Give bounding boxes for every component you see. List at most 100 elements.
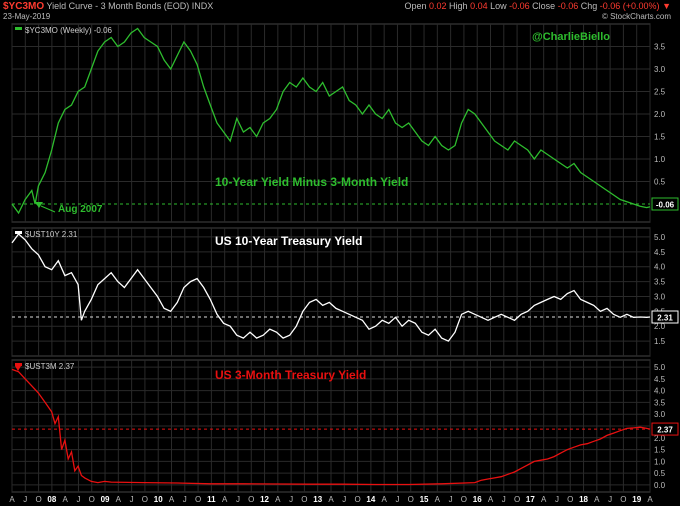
- x-month-label: O: [408, 495, 414, 504]
- x-year-label: 10: [154, 495, 163, 504]
- x-year-label: 12: [260, 495, 269, 504]
- x-month-label: J: [555, 495, 559, 504]
- y-tick-label: 1.5: [654, 446, 666, 455]
- x-month-label: A: [222, 495, 228, 504]
- x-year-label: 09: [101, 495, 110, 504]
- x-month-label: J: [502, 495, 506, 504]
- legend-swatch: [15, 363, 22, 366]
- y-tick-label: 1.5: [654, 133, 666, 142]
- x-month-label: O: [248, 495, 254, 504]
- legend-label: $UST3M 2.37: [25, 362, 75, 371]
- x-month-label: O: [354, 495, 360, 504]
- x-month-label: O: [301, 495, 307, 504]
- chg-value: -0.06 (+0.00%): [599, 1, 660, 11]
- x-month-label: A: [541, 495, 547, 504]
- y-tick-label: 5.0: [654, 363, 666, 372]
- x-year-label: 14: [366, 495, 375, 504]
- y-tick-label: 1.5: [654, 337, 666, 346]
- y-tick-label: 2.0: [654, 110, 666, 119]
- chg-label: Chg: [580, 1, 598, 11]
- y-tick-label: 3.0: [654, 292, 666, 301]
- watermark: © StockCharts.com: [601, 12, 671, 21]
- open-value: 0.02: [428, 1, 447, 11]
- chart-header: $YC3MO Yield Curve - 3 Month Bonds (EOD)…: [3, 1, 677, 13]
- x-year-label: 19: [632, 495, 641, 504]
- x-year-label: 17: [526, 495, 535, 504]
- x-month-label: A: [62, 495, 68, 504]
- x-year-label: 13: [313, 495, 322, 504]
- x-month-label: A: [381, 495, 387, 504]
- last-value-label: -0.06: [656, 201, 675, 210]
- y-tick-label: 4.5: [654, 248, 666, 257]
- y-tick-label: 1.0: [654, 457, 666, 466]
- yield-curve-panel: 0.5 1.0 1.5 2.0 2.5 3.0 3.5 -0.06 $YC3MO (Weekly…: [11, 23, 679, 223]
- ust3m-panel: 0.00.51.01.52.02.53.03.54.04.55.02.37$US…: [11, 359, 679, 493]
- y-tick-label: 2.5: [654, 88, 666, 97]
- x-month-label: A: [116, 495, 122, 504]
- x-month-label: O: [142, 495, 148, 504]
- y-tick-label: 0.5: [654, 469, 666, 478]
- y-tick-label: 0.0: [654, 481, 666, 490]
- chart-subheader: 23-May-2019 © StockCharts.com: [3, 12, 677, 22]
- x-month-label: J: [76, 495, 80, 504]
- series-line: [11, 233, 651, 342]
- x-month-label: J: [342, 495, 346, 504]
- x-month-label: J: [130, 495, 134, 504]
- last-value-label: 2.37: [657, 426, 673, 435]
- y-tick-label: 1.0: [654, 155, 666, 164]
- close-label: Close: [532, 1, 556, 11]
- panel-annotation: US 10-Year Treasury Yield: [215, 234, 362, 248]
- y-tick-label: 3.0: [654, 65, 666, 74]
- y-tick-label: 0.5: [654, 178, 666, 187]
- x-month-label: J: [608, 495, 612, 504]
- chart-date: 23-May-2019: [3, 12, 51, 21]
- x-year-label: 15: [420, 495, 429, 504]
- event-label: Aug 2007: [58, 204, 103, 215]
- x-year-label: 11: [207, 495, 216, 504]
- start-marker-icon: [15, 366, 21, 371]
- last-value-label: 2.31: [657, 314, 673, 323]
- y-tick-label: 3.5: [654, 43, 666, 52]
- y-tick-label: 3.5: [654, 398, 666, 407]
- panel-annotation: US 3-Month Treasury Yield: [215, 368, 366, 382]
- last-value-box: [651, 197, 679, 211]
- x-year-label: 18: [579, 495, 588, 504]
- x-month-label: A: [647, 495, 653, 504]
- event-pointer: [40, 205, 56, 213]
- low-label: Low: [490, 1, 507, 11]
- y-tick-label: 3.0: [654, 410, 666, 419]
- exchange: INDX: [191, 1, 214, 11]
- low-value: -0.06: [509, 1, 530, 11]
- high-label: High: [449, 1, 468, 11]
- x-month-label: J: [23, 495, 27, 504]
- x-month-label: A: [594, 495, 600, 504]
- x-month-label: A: [488, 495, 494, 504]
- close-value: -0.06: [557, 1, 579, 11]
- series-line: [11, 27, 651, 215]
- x-month-label: O: [567, 495, 573, 504]
- x-month-label: A: [328, 495, 334, 504]
- y-tick-label: 4.0: [654, 387, 666, 396]
- x-month-label: O: [461, 495, 467, 504]
- description: Yield Curve - 3 Month Bonds (EOD): [46, 1, 190, 11]
- ust10y-panel: 1.52.02.53.03.54.04.55.02.31$UST10Y 2.31…: [11, 227, 679, 357]
- high-value: 0.04: [470, 1, 488, 11]
- x-month-label: J: [449, 495, 453, 504]
- x-year-label: 16: [473, 495, 482, 504]
- x-month-label: A: [169, 495, 175, 504]
- y-tick-label: 2.0: [654, 434, 666, 443]
- y-tick-label: 4.0: [654, 263, 666, 272]
- event-marker-icon: [35, 202, 43, 208]
- last-value-box: [651, 310, 679, 324]
- x-month-label: O: [620, 495, 626, 504]
- x-month-label: O: [89, 495, 95, 504]
- x-month-label: J: [289, 495, 293, 504]
- symbol: $YC3MO: [3, 1, 45, 12]
- y-tick-label: 5.0: [654, 233, 666, 242]
- x-month-label: O: [195, 495, 201, 504]
- x-axis: A J O 08 A J O 09 A J O 10 A J O 11 A J O 12 A J O 13 A J O 14 A J O 15…: [9, 495, 653, 504]
- legend-swatch: [15, 27, 22, 30]
- legend-swatch: [15, 231, 22, 234]
- x-month-label: J: [236, 495, 240, 504]
